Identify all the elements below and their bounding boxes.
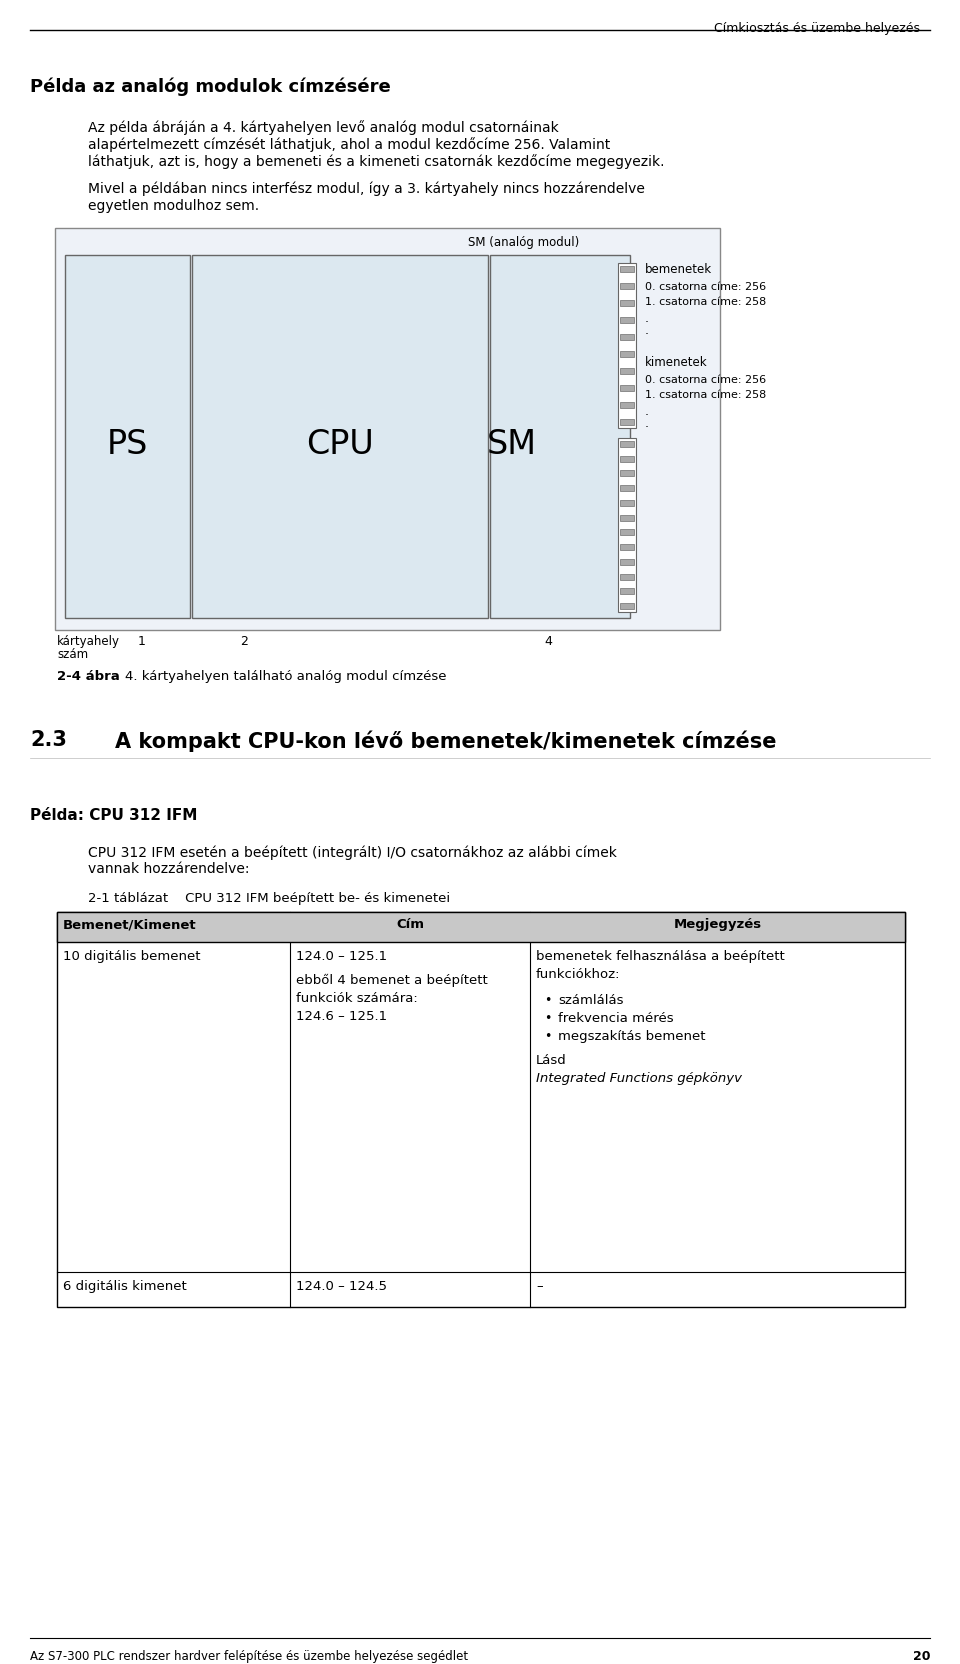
Bar bbox=[620, 559, 634, 564]
Bar bbox=[57, 912, 905, 942]
Bar bbox=[620, 514, 634, 521]
Text: 124.0 – 124.5: 124.0 – 124.5 bbox=[296, 1280, 387, 1293]
Text: .: . bbox=[645, 418, 649, 429]
Bar bbox=[620, 351, 634, 358]
Text: Lásd: Lásd bbox=[536, 1053, 566, 1067]
Bar bbox=[620, 529, 634, 536]
Text: 4. kártyahelyen található analóg modul címzése: 4. kártyahelyen található analóg modul c… bbox=[125, 671, 446, 682]
Text: 20: 20 bbox=[913, 1651, 930, 1662]
Bar bbox=[620, 456, 634, 461]
Text: egyetlen modulhoz sem.: egyetlen modulhoz sem. bbox=[88, 200, 259, 213]
Text: Integrated Functions gépkönyv: Integrated Functions gépkönyv bbox=[536, 1072, 742, 1085]
Text: CPU 312 IFM esetén a beépített (integrált) I/O csatornákhoz az alábbi címek: CPU 312 IFM esetén a beépített (integrál… bbox=[88, 845, 617, 860]
Text: A kompakt CPU-kon lévő bemenetek/kimenetek címzése: A kompakt CPU-kon lévő bemenetek/kimenet… bbox=[115, 730, 777, 752]
Text: számlálás: számlálás bbox=[558, 993, 623, 1007]
Bar bbox=[57, 912, 905, 1306]
Text: Cím: Cím bbox=[396, 919, 424, 930]
Bar bbox=[620, 589, 634, 594]
Text: 6 digitális kimenet: 6 digitális kimenet bbox=[63, 1280, 187, 1293]
Text: .: . bbox=[645, 404, 649, 418]
Text: Példa az analóg modulok címzésére: Példa az analóg modulok címzésére bbox=[30, 78, 391, 97]
Text: 10 digitális bemenet: 10 digitális bemenet bbox=[63, 950, 201, 963]
Text: –: – bbox=[536, 1280, 542, 1293]
Text: •: • bbox=[544, 993, 551, 1007]
Text: SM (analóg modul): SM (analóg modul) bbox=[468, 236, 579, 250]
Text: megszakítás bemenet: megszakítás bemenet bbox=[558, 1030, 706, 1043]
Text: funkciók számára:: funkciók számára: bbox=[296, 992, 418, 1005]
Text: .: . bbox=[645, 324, 649, 338]
Bar bbox=[490, 255, 630, 617]
Text: 1. csatorna címe: 258: 1. csatorna címe: 258 bbox=[645, 296, 766, 306]
Text: 2.3: 2.3 bbox=[30, 730, 67, 750]
Text: •: • bbox=[544, 1012, 551, 1025]
Bar bbox=[620, 334, 634, 339]
Bar bbox=[620, 300, 634, 306]
Bar bbox=[620, 441, 634, 448]
Bar bbox=[192, 255, 488, 617]
Text: Az S7-300 PLC rendszer hardver felépítése és üzembe helyezése segédlet: Az S7-300 PLC rendszer hardver felépítés… bbox=[30, 1651, 468, 1662]
Bar bbox=[620, 419, 634, 424]
Text: CPU: CPU bbox=[306, 428, 373, 461]
Bar bbox=[620, 384, 634, 391]
Bar bbox=[620, 574, 634, 579]
Text: 4: 4 bbox=[544, 636, 552, 647]
Text: PS: PS bbox=[107, 428, 148, 461]
Bar bbox=[620, 266, 634, 271]
Text: 2-4 ábra: 2-4 ábra bbox=[57, 671, 120, 682]
Text: 2-1 táblázat    CPU 312 IFM beépített be- és kimenetei: 2-1 táblázat CPU 312 IFM beépített be- é… bbox=[88, 892, 450, 905]
Text: láthatjuk, azt is, hogy a bemeneti és a kimeneti csatornák kezdőcíme megegyezik.: láthatjuk, azt is, hogy a bemeneti és a … bbox=[88, 155, 664, 168]
Text: •: • bbox=[544, 1030, 551, 1043]
Bar bbox=[620, 283, 634, 290]
Text: Bemenet/Kimenet: Bemenet/Kimenet bbox=[63, 919, 197, 930]
Text: Megjegyzés: Megjegyzés bbox=[673, 919, 761, 930]
Bar bbox=[620, 318, 634, 323]
Text: ebből 4 bemenet a beépített: ebből 4 bemenet a beépített bbox=[296, 973, 488, 987]
Bar bbox=[620, 403, 634, 408]
Text: 124.0 – 125.1: 124.0 – 125.1 bbox=[296, 950, 387, 963]
Bar bbox=[618, 263, 636, 428]
Text: alapértelmezett címzését láthatjuk, ahol a modul kezdőcíme 256. Valamint: alapértelmezett címzését láthatjuk, ahol… bbox=[88, 136, 611, 151]
Text: vannak hozzárendelve:: vannak hozzárendelve: bbox=[88, 862, 250, 875]
Text: kártyahely: kártyahely bbox=[57, 636, 120, 647]
Text: funkciókhoz:: funkciókhoz: bbox=[536, 968, 620, 982]
Text: 0. csatorna címe: 256: 0. csatorna címe: 256 bbox=[645, 281, 766, 291]
Bar bbox=[620, 499, 634, 506]
Text: frekvencia mérés: frekvencia mérés bbox=[558, 1012, 674, 1025]
Text: Az példa ábráján a 4. kártyahelyen levő analóg modul csatornáinak: Az példa ábráján a 4. kártyahelyen levő … bbox=[88, 120, 559, 135]
Bar bbox=[620, 602, 634, 609]
Text: kimenetek: kimenetek bbox=[645, 356, 708, 369]
Text: Címkiosztás és üzembe helyezés: Címkiosztás és üzembe helyezés bbox=[714, 22, 920, 35]
Bar bbox=[620, 471, 634, 476]
Text: Mivel a példában nincs interfész modul, így a 3. kártyahely nincs hozzárendelve: Mivel a példában nincs interfész modul, … bbox=[88, 181, 645, 196]
Bar bbox=[65, 255, 190, 617]
Text: Példa: CPU 312 IFM: Példa: CPU 312 IFM bbox=[30, 809, 198, 824]
Text: 1. csatorna címe: 258: 1. csatorna címe: 258 bbox=[645, 389, 766, 399]
Text: 124.6 – 125.1: 124.6 – 125.1 bbox=[296, 1010, 387, 1023]
Text: SM: SM bbox=[487, 428, 537, 461]
Text: 1: 1 bbox=[138, 636, 146, 647]
Text: 0. csatorna címe: 256: 0. csatorna címe: 256 bbox=[645, 374, 766, 384]
Bar bbox=[618, 438, 636, 612]
Bar bbox=[620, 368, 634, 374]
Bar bbox=[55, 228, 720, 631]
Text: szám: szám bbox=[57, 647, 88, 661]
Text: 2: 2 bbox=[240, 636, 248, 647]
Text: bemenetek: bemenetek bbox=[645, 263, 712, 276]
Bar bbox=[620, 486, 634, 491]
Bar bbox=[620, 544, 634, 551]
Text: bemenetek felhasználása a beépített: bemenetek felhasználása a beépített bbox=[536, 950, 784, 963]
Text: .: . bbox=[645, 313, 649, 324]
